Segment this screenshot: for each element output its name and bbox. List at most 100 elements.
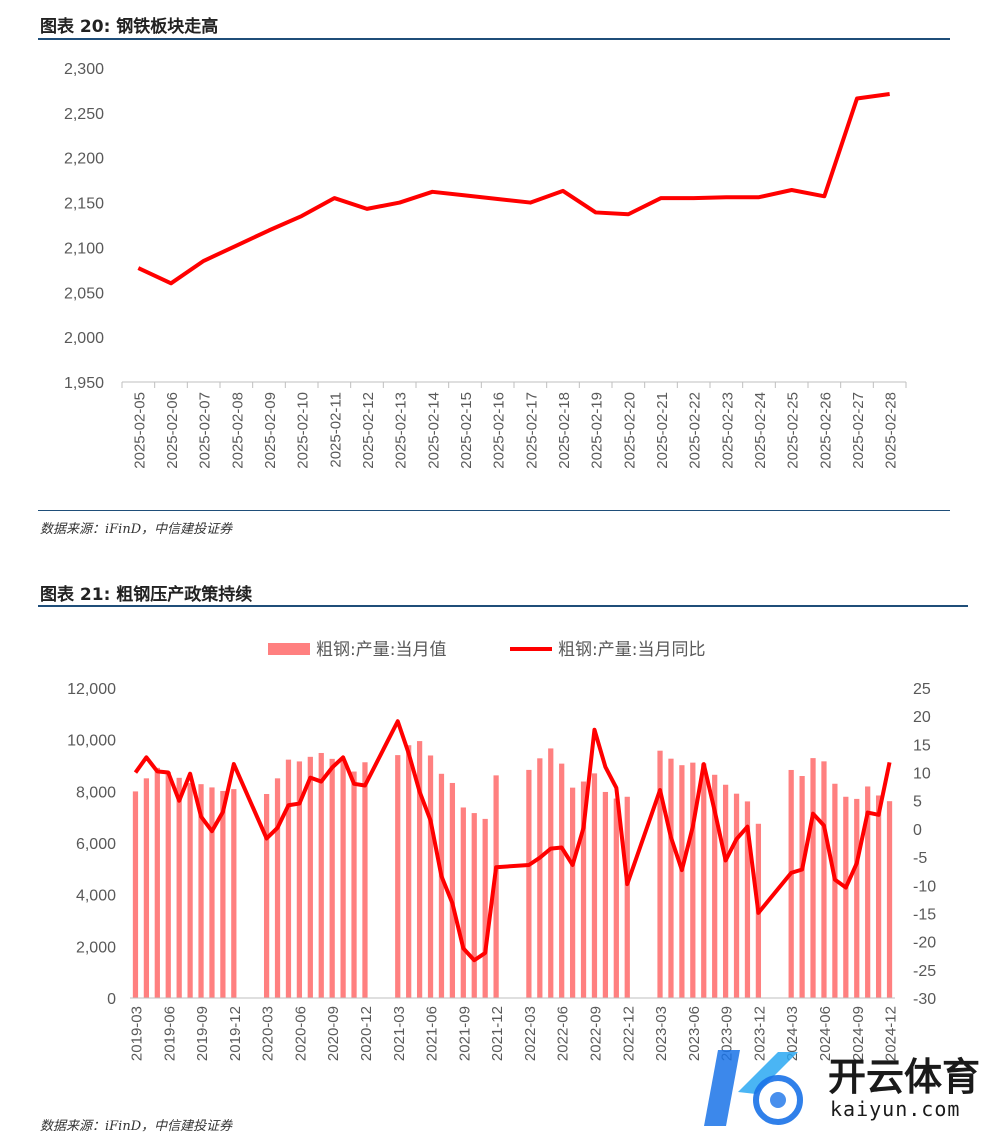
legend-label-yoy: 粗钢:产量:当月同比 (558, 640, 705, 660)
x-tick-label: 2020-03 (260, 1006, 277, 1061)
x-tick-label: 2025-02-25 (785, 392, 802, 469)
y-tick-label: 2,050 (64, 285, 104, 302)
y-right-tick-label: 15 (913, 737, 931, 754)
x-tick-label: 2025-02-26 (817, 392, 834, 469)
x-tick-label: 2025-02-15 (458, 392, 475, 469)
x-tick-label: 2021-09 (456, 1006, 473, 1061)
x-tick-label: 2021-12 (489, 1006, 506, 1061)
bar-monthly-output (701, 763, 707, 998)
x-tick-label: 2022-12 (620, 1006, 637, 1061)
x-tick-label: 2022-09 (587, 1006, 604, 1061)
x-tick-label: 2024-12 (883, 1006, 900, 1061)
figure-20-bottom-rule (38, 510, 950, 511)
bar-monthly-output (602, 791, 609, 998)
x-tick-label: 2025-02-18 (556, 392, 573, 469)
bar-monthly-output (176, 777, 182, 998)
bar-monthly-output (526, 769, 532, 998)
x-tick-label: 2025-02-13 (393, 392, 410, 469)
x-tick-label: 2022-03 (522, 1006, 539, 1061)
bar-monthly-output (690, 762, 696, 998)
y-left-tick-label: 0 (107, 991, 116, 1008)
x-tick-label: 2025-02-17 (523, 392, 540, 469)
bar-monthly-output (198, 784, 204, 998)
x-tick-label: 2020-09 (325, 1006, 342, 1061)
bar-monthly-output (296, 761, 303, 998)
x-tick-label: 2019-03 (128, 1006, 145, 1061)
x-tick-label: 2023-12 (751, 1006, 768, 1061)
y-tick-label: 2,300 (64, 61, 104, 78)
x-tick-label: 2021-03 (391, 1006, 408, 1061)
bar-monthly-output (285, 759, 292, 998)
x-tick-label: 2019-12 (227, 1006, 244, 1061)
bar-monthly-output (886, 801, 893, 998)
x-tick-label: 2025-02-08 (229, 392, 246, 469)
y-right-tick-label: -30 (913, 991, 936, 1008)
bar-monthly-output (274, 778, 281, 998)
y-left-tick-label: 4,000 (76, 888, 116, 905)
bar-monthly-output (537, 758, 543, 998)
bar-monthly-output (263, 793, 270, 998)
bar-monthly-output (329, 758, 335, 998)
x-tick-label: 2025-02-09 (262, 392, 279, 469)
bar-monthly-output (548, 748, 554, 998)
y-right-tick-label: -15 (913, 906, 936, 923)
x-tick-label: 2025-02-21 (654, 392, 671, 469)
bar-monthly-output (351, 771, 357, 998)
x-tick-label: 2019-06 (161, 1006, 178, 1061)
bar-monthly-output (679, 765, 685, 998)
bar-monthly-output (482, 818, 488, 998)
x-tick-label: 2023-06 (686, 1006, 703, 1061)
figure-21-source: 数据来源：iFinD，中信建投证券 (40, 1119, 233, 1134)
x-tick-label: 2025-02-16 (491, 392, 508, 469)
bar-monthly-output (143, 778, 150, 998)
y-left-tick-label: 12,000 (67, 681, 116, 698)
watermark-brand: 开云体育 (828, 1055, 980, 1099)
y-right-tick-label: -10 (913, 878, 936, 895)
bar-monthly-output (132, 791, 139, 998)
figure-21-title: 图表 21: 粗钢压产政策持续 (40, 585, 253, 605)
bar-monthly-output (231, 789, 237, 998)
x-tick-label: 2025-02-19 (589, 392, 606, 469)
x-tick-label: 2023-03 (653, 1006, 670, 1061)
y-tick-label: 2,200 (64, 151, 104, 168)
bar-monthly-output (843, 796, 849, 998)
kaiyun-k-logo-icon (704, 1050, 803, 1126)
legend-bar-swatch (268, 643, 310, 655)
x-tick-label: 2023-09 (719, 1006, 736, 1061)
bar-monthly-output (668, 758, 674, 998)
figure-20-source: 数据来源：iFinD，中信建投证券 (40, 522, 233, 537)
figure-20-top-rule (38, 38, 950, 40)
bar-monthly-output (569, 787, 576, 998)
bar-monthly-output (854, 798, 860, 998)
x-tick-label: 2025-02-22 (687, 392, 704, 469)
y-right-tick-label: 20 (913, 709, 931, 726)
y-tick-label: 2,150 (64, 196, 104, 213)
x-tick-label: 2022-06 (555, 1006, 572, 1061)
y-right-tick-label: 0 (913, 822, 922, 839)
bar-monthly-output (799, 776, 805, 998)
bar-monthly-output (165, 771, 171, 998)
figure-20-title: 图表 20: 钢铁板块走高 (40, 17, 219, 37)
series-line-yoy (133, 719, 892, 963)
x-tick-label: 2025-02-23 (719, 392, 736, 469)
bar-monthly-output (220, 790, 226, 998)
bar-monthly-output (395, 755, 401, 998)
bar-monthly-output (559, 763, 565, 998)
bar-monthly-output (460, 807, 466, 998)
y-left-tick-label: 2,000 (76, 939, 116, 956)
x-tick-label: 2020-12 (358, 1006, 375, 1061)
watermark-domain: kaiyun.com (830, 1097, 960, 1121)
x-tick-label: 2025-02-24 (752, 392, 769, 469)
x-tick-label: 2025-02-14 (425, 392, 442, 469)
bar-monthly-output (865, 786, 871, 998)
bar-monthly-output (875, 795, 882, 998)
bar-monthly-output (580, 781, 587, 998)
bar-monthly-output (340, 759, 346, 998)
bar-monthly-output (427, 755, 434, 998)
legend-label-monthly-output: 粗钢:产量:当月值 (316, 640, 446, 660)
bar-monthly-output (613, 798, 619, 998)
x-tick-label: 2020-06 (292, 1006, 309, 1061)
bar-monthly-output (449, 782, 456, 998)
chart-steel-sector-index: 2,300 2,250 2,200 2,150 2,100 2,050 2,000 1,950… (64, 61, 907, 469)
x-tick-label: 2025-02-06 (164, 392, 181, 469)
